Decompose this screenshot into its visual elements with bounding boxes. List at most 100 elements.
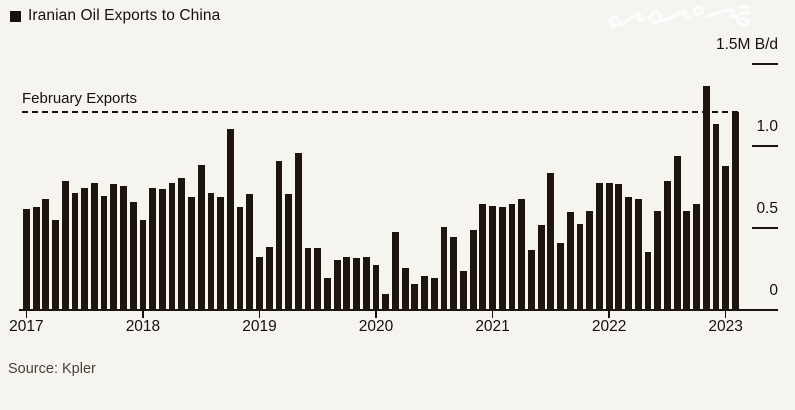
x-axis-line — [19, 309, 778, 311]
x-axis-tick — [724, 310, 727, 318]
bar — [120, 186, 127, 309]
bar — [149, 187, 157, 309]
bar — [110, 184, 118, 309]
bar — [537, 225, 545, 309]
bar — [489, 205, 496, 309]
bar — [450, 236, 458, 309]
bar — [362, 256, 370, 309]
bar — [275, 161, 283, 309]
y-axis-tick — [752, 145, 778, 147]
bar — [382, 294, 390, 309]
bar-plot-area — [23, 63, 739, 309]
bar — [663, 181, 671, 309]
bar — [314, 248, 322, 309]
bar — [731, 112, 739, 309]
bar — [294, 153, 302, 309]
x-axis-year-label: 2019 — [242, 318, 277, 335]
bar — [71, 192, 79, 309]
x-axis-year-label: 2021 — [475, 318, 510, 335]
bar — [625, 197, 632, 309]
y-axis-label: 1.0 — [756, 118, 778, 135]
bar — [324, 277, 331, 309]
bar — [372, 264, 380, 309]
bar — [32, 207, 40, 309]
source-note: Source: Kpler — [8, 361, 96, 377]
bar — [498, 207, 506, 309]
y-axis-label: 1.5M B/d — [715, 36, 778, 53]
chart-header: Iranian Oil Exports to China — [10, 7, 220, 25]
bar — [566, 212, 574, 309]
bar — [673, 156, 681, 309]
bar — [644, 251, 652, 309]
bar — [42, 199, 50, 309]
bar — [304, 248, 312, 309]
bar — [333, 259, 341, 309]
bar — [605, 182, 613, 309]
bar — [654, 210, 662, 309]
bar — [285, 194, 293, 309]
x-axis-tick — [491, 310, 494, 318]
x-axis-year-label: 2018 — [125, 318, 161, 335]
x-axis-tick — [142, 310, 144, 318]
bar — [712, 123, 720, 309]
bar — [168, 182, 176, 309]
bar — [440, 227, 448, 309]
bar — [158, 189, 166, 309]
reference-dashed-line — [22, 111, 742, 114]
bar — [518, 199, 526, 309]
bar — [576, 223, 584, 309]
bar — [256, 256, 263, 309]
x-axis-tick — [608, 310, 610, 318]
bar — [469, 230, 477, 309]
bar — [343, 256, 351, 309]
bar — [265, 246, 273, 309]
bar — [596, 182, 603, 309]
y-axis-label: 0 — [769, 282, 778, 299]
bar — [508, 204, 516, 309]
bar — [430, 277, 438, 309]
bar — [23, 208, 30, 309]
bar — [547, 172, 555, 309]
bar — [702, 85, 710, 309]
x-axis-year-label: 2022 — [591, 318, 627, 335]
bar — [421, 276, 428, 309]
bar — [246, 194, 254, 309]
bar — [411, 284, 419, 309]
bar — [52, 220, 59, 309]
x-axis-year-label: 2020 — [358, 318, 394, 335]
bar — [217, 197, 225, 309]
bar — [392, 231, 399, 309]
bar — [722, 166, 730, 309]
bar — [460, 271, 467, 309]
bar — [207, 192, 215, 309]
bar — [401, 268, 409, 309]
bar — [61, 181, 69, 309]
bar — [693, 204, 700, 309]
x-axis-tick — [375, 310, 377, 318]
bar — [226, 128, 234, 309]
bar — [528, 249, 535, 309]
bar — [188, 197, 195, 309]
y-axis-label: 0.5 — [756, 200, 778, 217]
bar — [634, 199, 642, 309]
bar — [586, 210, 594, 309]
bar — [615, 184, 623, 309]
bar — [236, 207, 244, 309]
y-axis-tick — [752, 63, 778, 65]
bar — [683, 210, 691, 309]
x-axis-year-label: 2023 — [708, 318, 743, 335]
bar — [557, 243, 564, 309]
bar — [197, 164, 205, 309]
bar — [81, 187, 89, 309]
persian-script-watermark-icon — [607, 5, 750, 29]
bar — [353, 258, 360, 309]
reference-line-label: February Exports — [22, 90, 138, 108]
bar — [129, 202, 137, 309]
chart-title: Iranian Oil Exports to China — [28, 7, 221, 24]
y-axis-tick — [752, 227, 778, 229]
x-axis-tick — [258, 310, 261, 318]
bar — [479, 204, 487, 309]
black-square-legend-icon — [10, 10, 21, 22]
bar — [100, 195, 108, 309]
